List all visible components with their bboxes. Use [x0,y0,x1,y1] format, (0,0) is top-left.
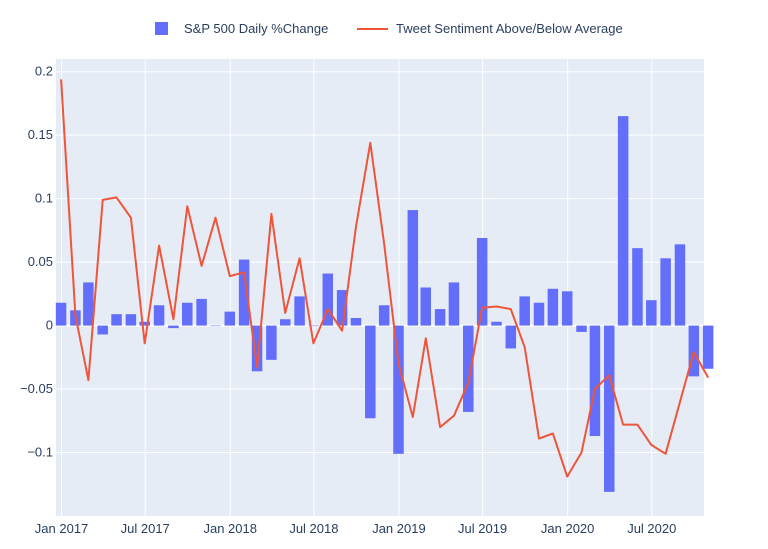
bar [476,237,488,326]
x-tick-label: Jul 2019 [458,521,507,536]
sentiment-line [60,79,710,478]
y-tick-label: 0.2 [35,64,53,79]
y-axis-tick-labels: 0.2 0.15 0.1 0.05 0 −0.05 −0.1 [20,64,53,460]
bar [308,325,319,327]
bar-series [55,116,714,492]
bar [182,302,193,326]
bar [393,325,404,454]
x-tick-label: Jul 2020 [627,521,676,536]
bar [407,210,419,326]
bar [547,288,559,326]
bar [660,258,671,326]
bar [336,290,348,326]
bar [251,325,263,372]
x-tick-label: Jan 2018 [203,521,257,536]
bar [224,311,236,326]
bar [55,302,67,326]
x-gridlines [61,59,653,516]
bar [674,244,686,326]
bar [266,325,277,360]
bar [294,296,305,326]
bar [111,314,122,326]
bar [491,321,502,326]
x-tick-label: Jan 2017 [35,521,89,536]
bar [125,314,137,326]
bar [688,325,700,377]
bar [589,325,601,437]
legend-label-sp500: S&P 500 Daily %Change [184,21,328,36]
bar [448,282,460,326]
bar [646,300,657,326]
bar [97,325,108,335]
x-tick-label: Jul 2018 [289,521,338,536]
y-tick-label: 0.1 [35,191,53,206]
bar [702,325,714,369]
bar [210,325,221,327]
y-tick-label: −0.05 [20,381,53,396]
y-tick-label: 0 [46,318,53,333]
bar [365,325,376,419]
bar [153,305,165,326]
x-tick-label: Jul 2017 [121,521,170,536]
x-tick-label: Jan 2020 [541,521,595,536]
bar [576,325,587,332]
bar [279,319,291,326]
bar [505,325,517,349]
bar [238,259,250,326]
line-series [60,79,710,478]
bar [420,287,432,326]
y-tick-label: 0.15 [28,127,53,142]
bar [196,298,207,326]
bar [603,325,615,492]
y-tick-label: 0.05 [28,254,53,269]
legend-label-sentiment: Tweet Sentiment Above/Below Average [396,21,623,36]
bar [322,273,334,326]
bar [463,325,474,412]
bar [632,248,643,326]
bar [434,309,446,326]
bar [139,321,150,326]
bar [378,305,390,326]
bar [561,291,573,326]
legend-swatch-sp500 [155,22,168,35]
bar [350,317,362,326]
bar [83,282,94,326]
bar [519,296,530,326]
x-tick-label: Jan 2019 [372,521,426,536]
y-tick-label: −0.1 [27,445,53,460]
bar [168,325,179,329]
bar [617,116,629,326]
bar [533,302,545,326]
x-axis-tick-labels: Jan 2017 Jul 2017 Jan 2018 Jul 2018 Jan 2019… [35,521,677,536]
legend[interactable]: S&P 500 Daily %Change Tweet Sentiment Abo… [155,21,623,36]
